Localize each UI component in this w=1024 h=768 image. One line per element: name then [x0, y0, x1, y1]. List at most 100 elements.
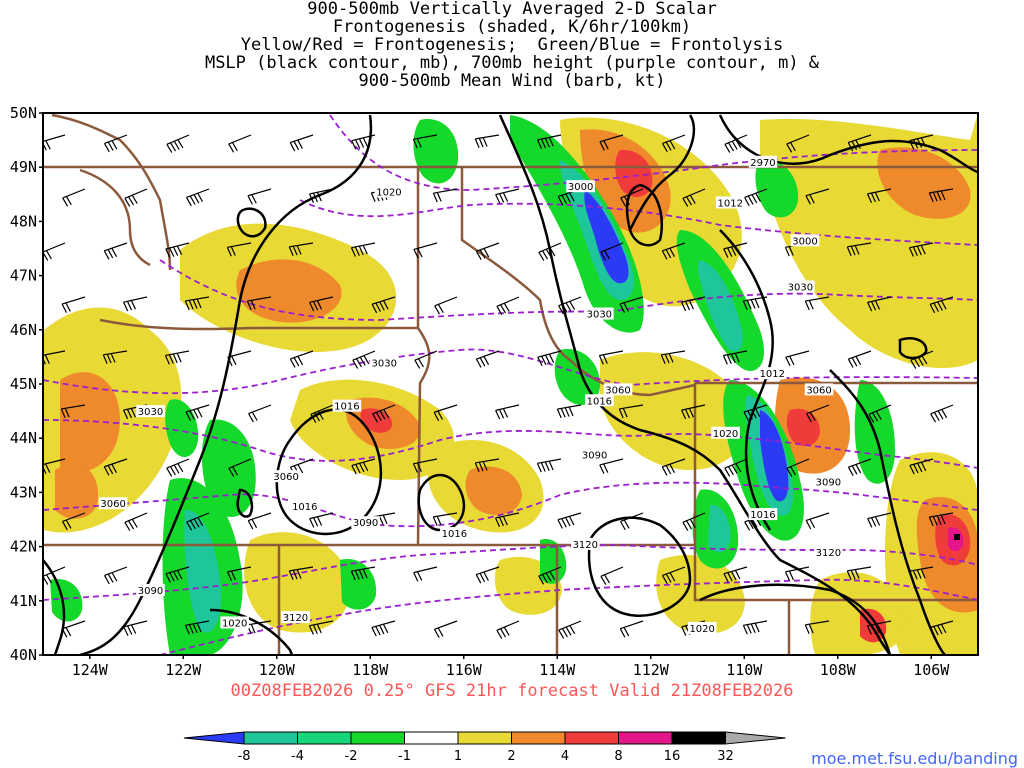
wind-barb — [432, 188, 458, 203]
height-label-bg — [585, 307, 614, 320]
wind-barb — [248, 404, 272, 423]
wind-barb — [847, 458, 872, 476]
lat-tick-label: 47N — [10, 267, 37, 285]
wind-barb — [909, 458, 934, 475]
wind-barb — [288, 242, 314, 256]
wind-barb — [289, 350, 314, 368]
colorbar-cell — [350, 731, 405, 745]
chart-title: 900-500mb Vertically Averaged 2-D Scalar… — [0, 0, 1024, 90]
wind-barb — [309, 296, 334, 312]
wind-barb — [536, 134, 562, 149]
wind-barb — [61, 296, 86, 313]
forecast-label: 00Z08FEB2026 0.25° GFS 21hr forecast Val… — [230, 681, 794, 701]
lat-tick-label: 45N — [10, 375, 37, 393]
wind-barb — [496, 296, 520, 315]
wind-barb — [474, 134, 500, 148]
mslp-label-bg — [374, 185, 404, 198]
wind-barb — [371, 296, 396, 314]
height-label-bg — [136, 583, 165, 596]
wind-barb — [60, 404, 86, 419]
wind-barb — [847, 134, 872, 152]
wind-barb — [785, 350, 810, 367]
height-label: 3000 — [792, 236, 817, 247]
mslp-label-bg — [687, 621, 717, 634]
height-label: 3060 — [806, 385, 831, 396]
mslp-label: 1016 — [750, 510, 775, 521]
wind-barb — [743, 404, 768, 421]
wind-barb — [557, 512, 582, 529]
height-label-bg — [580, 448, 609, 461]
mslp-contours — [43, 114, 978, 655]
colorbar-label: 2 — [507, 749, 515, 764]
wind-barb — [742, 296, 768, 311]
wind-barb — [309, 512, 334, 528]
colorbar-label: 32 — [717, 749, 734, 764]
wind-barb — [599, 458, 624, 474]
wind-barb — [372, 404, 396, 423]
height-label-bg — [98, 497, 128, 510]
wind-barb — [104, 566, 128, 585]
height-label: 3090 — [582, 450, 607, 461]
colorbar-high-arrow — [725, 731, 786, 745]
wind-barb — [226, 566, 252, 581]
wind-barb — [908, 242, 934, 257]
wind-barb — [475, 350, 500, 368]
wind-barb — [806, 404, 830, 423]
lon-tick-label: 108W — [820, 661, 857, 679]
height-label-bg — [136, 405, 165, 418]
wind-barb — [103, 242, 128, 260]
wind-barb — [164, 350, 190, 365]
height-label: 3090 — [353, 518, 378, 529]
wind-barb — [43, 134, 66, 151]
lon-tick-label: 110W — [726, 661, 763, 679]
colorbar-cell — [243, 731, 298, 745]
lon-tick-label: 124W — [72, 661, 109, 679]
wind-barb — [412, 458, 438, 473]
mslp-label: 1016 — [292, 502, 317, 513]
wind-barb — [784, 566, 810, 581]
wind-barb — [537, 350, 562, 367]
title-line-2: Frontogenesis (shaded, K/6hr/100km) — [332, 17, 692, 37]
wind-barb — [124, 512, 148, 531]
wind-barb — [495, 404, 520, 420]
wind-barb — [723, 242, 748, 258]
colorbar-cell — [404, 731, 459, 745]
wind-barb — [786, 134, 810, 153]
title-line-1: 900-500mb Vertically Averaged 2-D Scalar — [307, 0, 717, 19]
height-label: 3030 — [587, 310, 612, 321]
height-contours — [43, 114, 978, 655]
wind-barb — [434, 296, 458, 315]
lat-tick-label: 48N — [10, 212, 37, 230]
wind-barb — [412, 134, 438, 149]
wind-barb — [556, 404, 582, 419]
height-label: 3030 — [788, 282, 813, 293]
wind-barb — [661, 242, 686, 260]
mslp-label-bg — [715, 196, 745, 209]
wind-barb — [868, 404, 892, 423]
wind-barb — [600, 242, 624, 261]
colorbar-label: -2 — [345, 749, 358, 764]
wind-barb — [433, 620, 458, 638]
lon-tick-label: 116W — [446, 661, 483, 679]
wind-barb — [494, 512, 520, 527]
frontogenesis-map: 1020 1012 1016 1016 1016 1016 1020 1012 1016 1020… — [10, 104, 979, 679]
lon-tick-label: 114W — [539, 661, 576, 679]
height-labels: 2970 3000 3000 3030 3030 3030 3030 3060 3060 3060… — [98, 155, 843, 624]
colorbar-cell — [618, 731, 673, 745]
wind-barb — [600, 566, 624, 585]
axis-ticks: 40N 41N 42N 43N 44N 45N 46N 47N 48N 49N 50N 124W 122… — [10, 104, 950, 679]
height-label: 3120 — [816, 548, 841, 559]
colorbar-label: 8 — [614, 749, 622, 764]
lat-tick-label: 50N — [10, 104, 37, 122]
wind-barb — [908, 566, 934, 581]
wind-barb — [62, 512, 86, 531]
height-label-bg — [351, 516, 380, 529]
wind-barb — [432, 512, 458, 527]
mslp-label-bg — [711, 426, 740, 439]
height-label-bg — [281, 611, 310, 624]
wind-barb — [474, 458, 500, 472]
wind-barb — [619, 620, 644, 638]
wind-barb — [558, 620, 582, 639]
wind-barb — [351, 458, 376, 475]
height-label: 2970 — [750, 158, 775, 169]
